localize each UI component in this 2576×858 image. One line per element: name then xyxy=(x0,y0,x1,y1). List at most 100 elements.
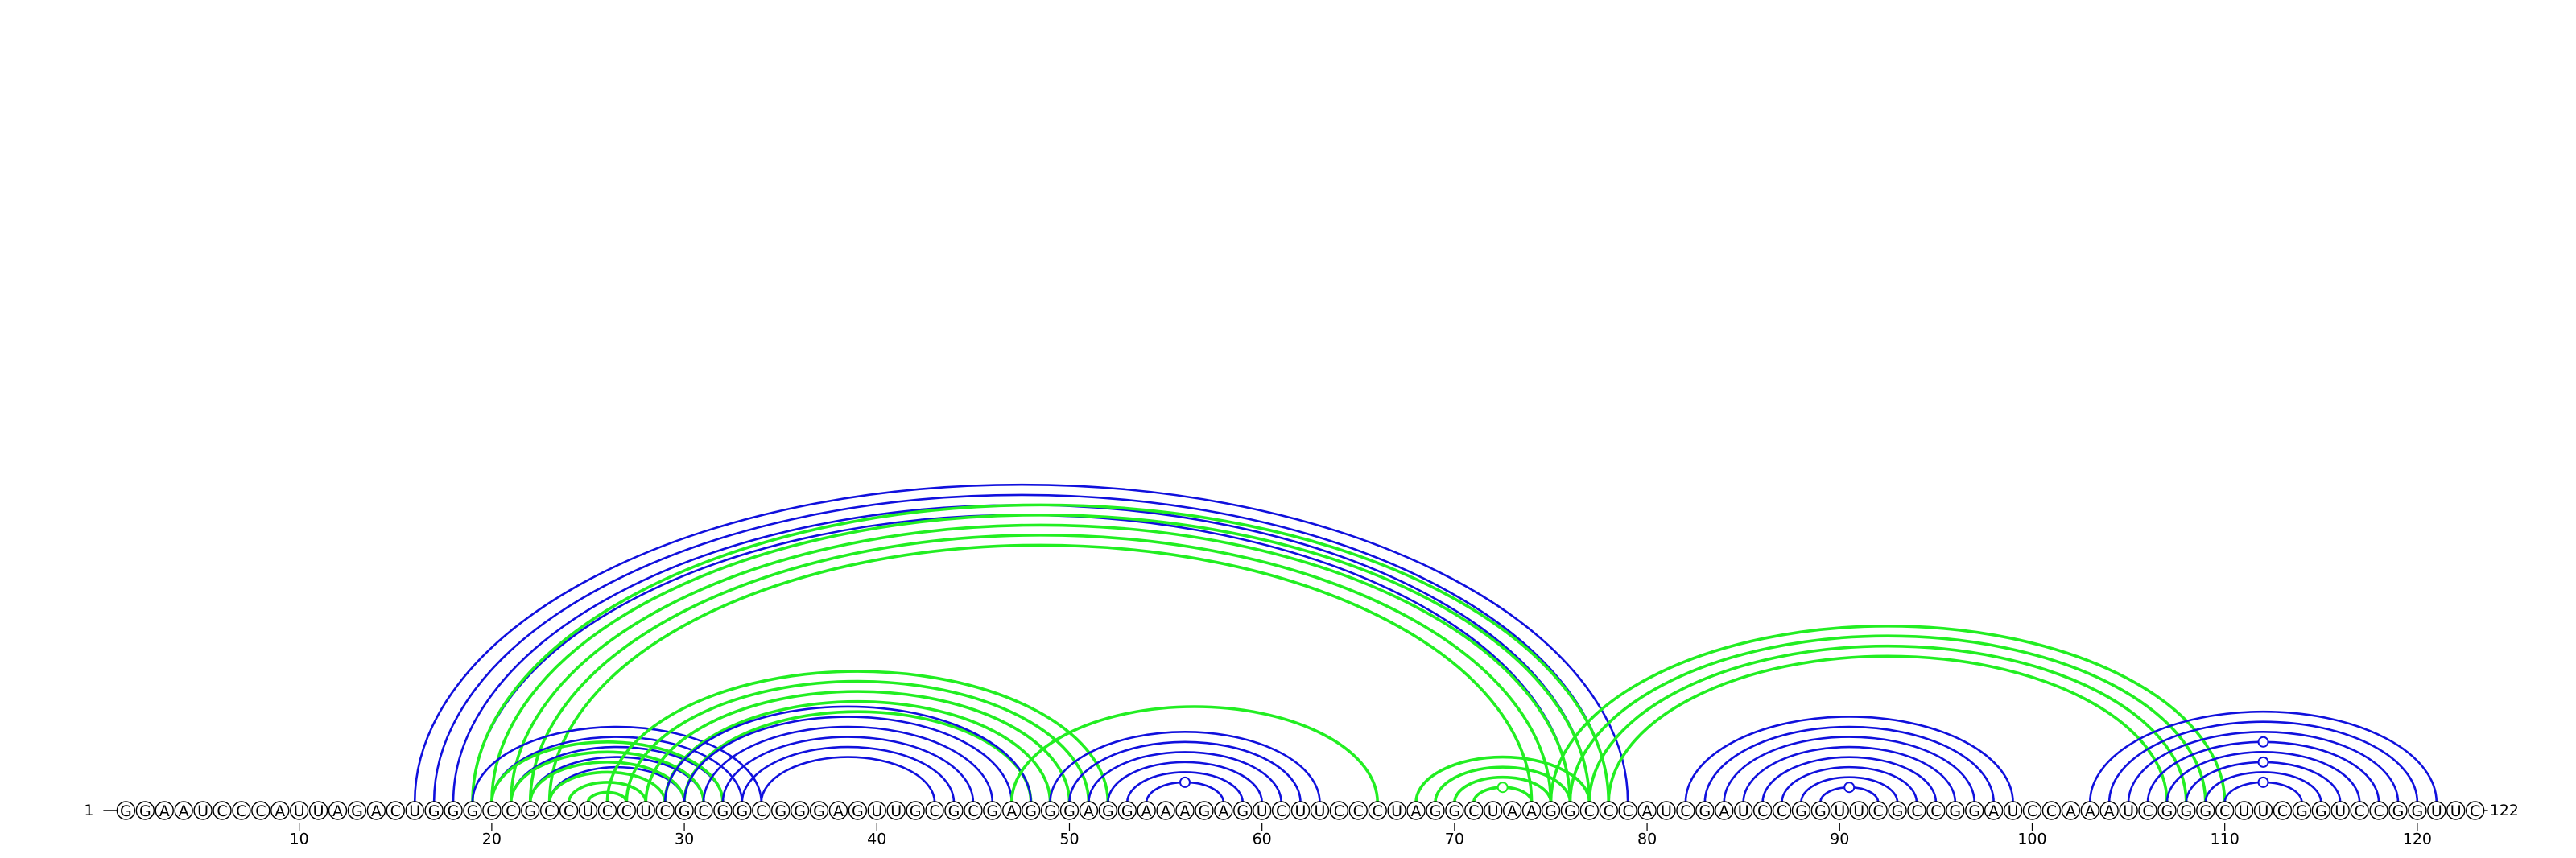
nucleotide-letter: C xyxy=(564,802,574,820)
nucleotide-circle xyxy=(2292,801,2312,820)
nucleotide-letter: G xyxy=(2161,802,2174,820)
tick-label: 70 xyxy=(1445,831,1464,848)
base-pair-arc xyxy=(2165,751,2361,803)
nucleotide-circle xyxy=(1599,801,1618,820)
nucleotide-letter: C xyxy=(1468,802,1479,820)
nucleotide: U xyxy=(2446,801,2466,820)
nucleotide-letter: C xyxy=(1930,802,1941,820)
nucleotide-circle xyxy=(2446,801,2466,820)
tick-label: 80 xyxy=(1637,831,1657,848)
nucleotide-circle xyxy=(1657,801,1676,820)
base-pair-arc xyxy=(760,756,936,803)
nucleotide-letter: C xyxy=(2373,802,2384,820)
nucleotide-circle xyxy=(1329,801,1349,820)
nucleotide-letter: C xyxy=(1623,802,1633,820)
nucleotide-letter: G xyxy=(852,802,864,820)
nucleotide-circle xyxy=(2465,801,2485,820)
base-pair-arc xyxy=(605,670,1110,803)
nucleotide-letter: C xyxy=(1777,802,1787,820)
nucleotide: U xyxy=(867,801,886,820)
nucleotide-circle xyxy=(1752,801,1773,820)
base-pair-arc xyxy=(490,740,724,803)
nucleotide-letter: G xyxy=(1545,802,1557,820)
nucleotide-circle xyxy=(1348,801,1368,820)
nucleotide-circle xyxy=(1368,801,1387,820)
base-pair-arc xyxy=(2107,720,2419,803)
nucleotide-letter: C xyxy=(1911,802,1922,820)
nucleotide-letter: C xyxy=(968,802,978,820)
nucleotide: G xyxy=(1117,801,1137,820)
nucleotide-letter: G xyxy=(448,802,460,820)
nucleotide-letter: C xyxy=(1584,802,1595,820)
nucleotide-letter: U xyxy=(2450,802,2462,820)
nucleotide-circle xyxy=(232,801,251,820)
nucleotide-letter: G xyxy=(139,802,151,820)
nucleotide-letter: U xyxy=(197,802,208,820)
nucleotide: G xyxy=(809,801,829,820)
nucleotide: G xyxy=(848,801,868,820)
nucleotide: G xyxy=(983,801,1002,820)
nucleotide-circle xyxy=(1849,801,1868,820)
nucleotide-circle xyxy=(1137,801,1156,820)
base-pair-arc xyxy=(1434,765,1572,803)
nucleotide-letter: G xyxy=(1699,802,1711,820)
nucleotide-circle xyxy=(347,801,367,820)
nucleotide-circle xyxy=(983,801,1002,820)
tick-label: 120 xyxy=(2403,831,2432,848)
base-pair-arc xyxy=(1009,705,1379,803)
nucleotide-letter: G xyxy=(1025,802,1037,820)
nucleotide-circle xyxy=(1464,801,1484,820)
nucleotide-circle xyxy=(328,801,348,820)
nucleotide-letter: A xyxy=(275,802,285,820)
nucleotide-letter: G xyxy=(1430,802,1442,820)
nucleotide-circle xyxy=(828,801,848,820)
nucleotide-letter: C xyxy=(2277,802,2288,820)
nucleotide-circle xyxy=(1637,801,1657,820)
nucleotide-circle xyxy=(694,801,713,820)
nucleotide-circle xyxy=(964,801,983,820)
nucleotide: G xyxy=(1233,801,1253,820)
nucleotide-letter: U xyxy=(409,802,420,820)
nucleotide: U xyxy=(2003,801,2023,820)
nucleotide: G xyxy=(1040,801,1060,820)
nucleotide-letter: C xyxy=(1680,802,1690,820)
nucleotide: U xyxy=(1657,801,1676,820)
nucleotide-letter: U xyxy=(871,802,882,820)
nucleotide-circle xyxy=(2234,801,2254,820)
nucleotide: C xyxy=(2350,801,2369,820)
nucleotide: U xyxy=(1310,801,1330,820)
nucleotide-circle xyxy=(2177,801,2196,820)
nucleotide-circle xyxy=(2157,801,2177,820)
nucleotide-circle xyxy=(1021,801,1041,820)
nucleotide-circle xyxy=(906,801,925,820)
nucleotide: A xyxy=(2099,801,2119,820)
nucleotide-circle xyxy=(1445,801,1464,820)
nucleotide: U xyxy=(1252,801,1272,820)
nucleotide: C xyxy=(1368,801,1387,820)
base-pair-arcs xyxy=(413,483,2438,803)
nucleotide-letter: G xyxy=(2412,802,2424,820)
nucleotide-letter: C xyxy=(602,802,613,820)
base-pair-arc xyxy=(1107,761,1263,803)
base-pair-arc xyxy=(567,781,648,803)
nucleotide-circle xyxy=(1676,801,1695,820)
nucleotide-letter: U xyxy=(294,802,305,820)
nucleotide-circle xyxy=(925,801,944,820)
nucleotide: G xyxy=(1888,801,1907,820)
nucleotide: G xyxy=(1695,801,1715,820)
nucleotide-letter: U xyxy=(1661,802,1672,820)
loop-marker xyxy=(2257,776,2269,788)
nucleotide-circle xyxy=(155,801,174,820)
nucleotide-circle xyxy=(617,801,637,820)
nucleotide-circle xyxy=(1059,801,1080,820)
base-pair-arc xyxy=(1781,765,1918,803)
nucleotide-letter: A xyxy=(1719,802,1729,820)
nucleotide-letter: C xyxy=(2354,802,2364,820)
nucleotide-circle xyxy=(1406,801,1426,820)
nucleotide-circle xyxy=(1733,801,1753,820)
nucleotide: G xyxy=(944,801,964,820)
nucleotide-letter: G xyxy=(2315,802,2327,820)
nucleotide-circle xyxy=(251,801,270,820)
nucleotide-letter: C xyxy=(2027,802,2037,820)
